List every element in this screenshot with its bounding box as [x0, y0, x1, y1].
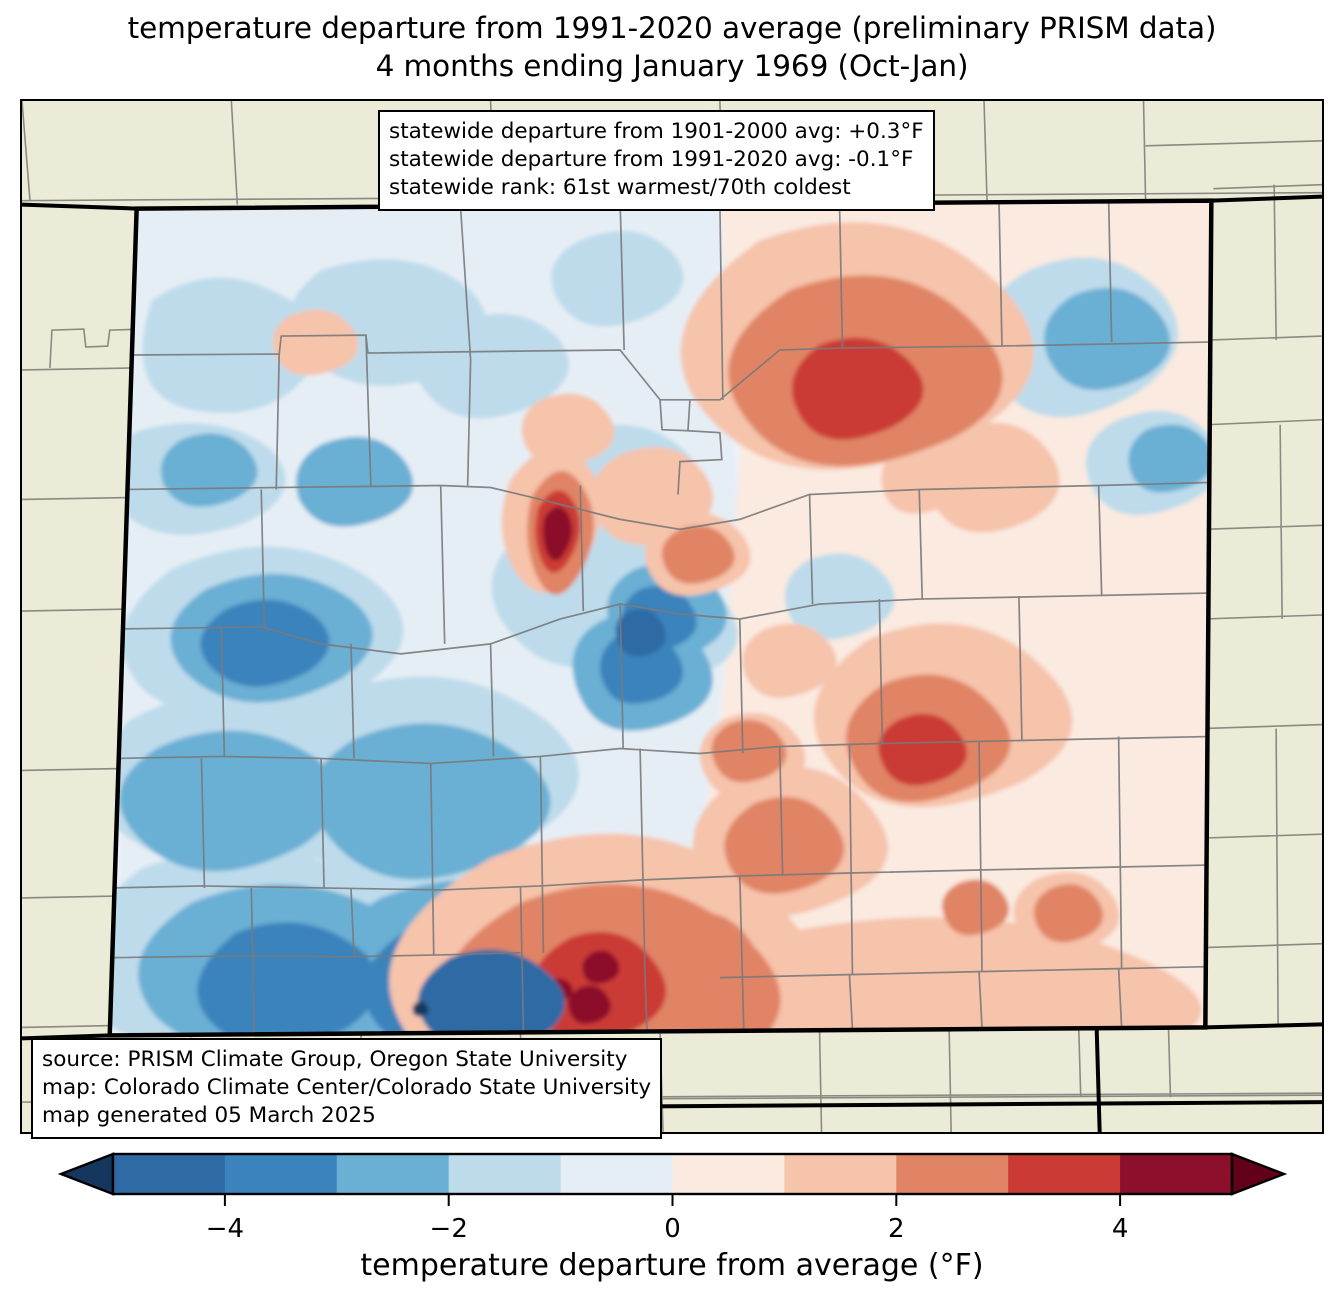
- colorbar-band: [672, 1154, 785, 1194]
- source-annotation-box: source: PRISM Climate Group, Oregon Stat…: [31, 1038, 663, 1139]
- colorbar-tick-label: −4: [206, 1214, 244, 1244]
- colorbar-tick-label: 2: [888, 1214, 905, 1244]
- colorado-county-lines: [109, 200, 1209, 1034]
- colorbar-band: [1120, 1154, 1233, 1194]
- map-frame: [20, 99, 1324, 1134]
- colorbar-ticks: −4 −2 0 2 4: [206, 1194, 1129, 1244]
- colorbar-band: [896, 1154, 1009, 1194]
- colorbar-band: [224, 1154, 338, 1194]
- stat-statewide-rank: statewide rank: 61st warmest/70th coldes…: [389, 174, 851, 200]
- colorbar-region: −4 −2 0 2 4 temperature departure from avera…: [0, 1146, 1344, 1299]
- anomaly-raster: [109, 200, 1212, 1036]
- colorbar-tick-label: 0: [664, 1214, 681, 1244]
- stat-departure-1991-2020: statewide departure from 1991-2020 avg: …: [389, 146, 914, 172]
- colorbar-bands: [57, 1152, 1288, 1196]
- colorbar-under-cap: [57, 1152, 115, 1196]
- map-credit-line: map: Colorado Climate Center/Colorado St…: [42, 1074, 652, 1100]
- colorbar: −4 −2 0 2 4: [57, 1152, 1288, 1244]
- title-line-1: temperature departure from 1991-2020 ave…: [127, 11, 1217, 45]
- title-line-2: 4 months ending January 1969 (Oct-Jan): [375, 48, 969, 83]
- page-title: temperature departure from 1991-2020 ave…: [0, 10, 1344, 86]
- colorbar-band: [336, 1154, 450, 1194]
- colorbar-over-cap: [1230, 1152, 1288, 1196]
- colorbar-band: [448, 1154, 562, 1194]
- colorbar-tick-label: 4: [1112, 1214, 1129, 1244]
- colorbar-band: [784, 1154, 897, 1194]
- stat-departure-1901-2000: statewide departure from 1901-2000 avg: …: [389, 119, 924, 144]
- colorado-temperature-anomaly-map: [22, 101, 1322, 1132]
- statistics-annotation-box: statewide departure from 1901-2000 avg: …: [378, 110, 935, 211]
- colorbar-band: [1008, 1154, 1121, 1194]
- map-generated-line: map generated 05 March 2025: [42, 1102, 376, 1128]
- colorbar-band: [113, 1154, 226, 1194]
- colorbar-band: [560, 1154, 674, 1194]
- colorbar-axis-label: temperature departure from average (°F): [360, 1248, 984, 1283]
- source-line: source: PRISM Climate Group, Oregon Stat…: [42, 1047, 628, 1072]
- colorbar-tick-label: −2: [430, 1214, 468, 1244]
